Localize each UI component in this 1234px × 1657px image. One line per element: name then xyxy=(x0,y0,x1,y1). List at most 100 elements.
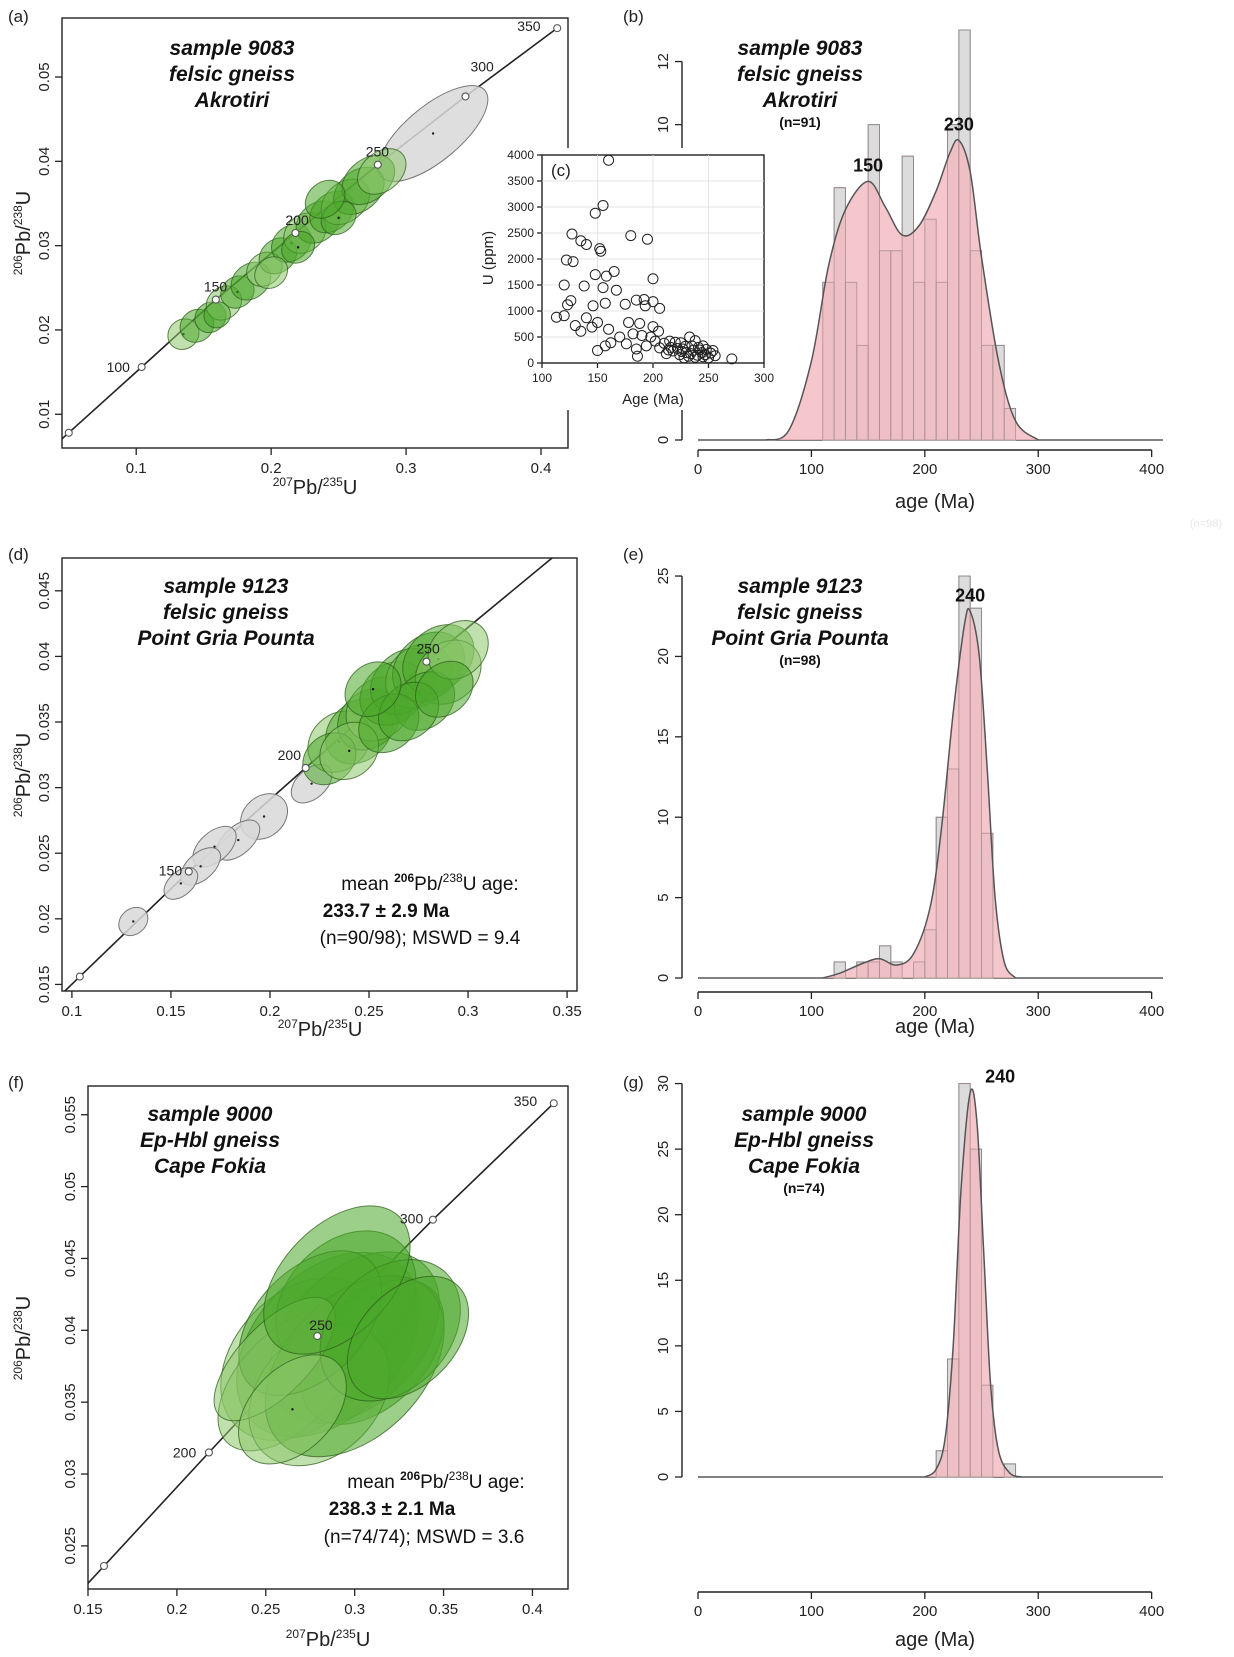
data-point xyxy=(630,343,642,355)
concordia-age-marker xyxy=(553,24,562,33)
concordia-age-label: 100 xyxy=(107,359,131,375)
y-tick-label: 3000 xyxy=(507,200,534,214)
x-tick-label: 0.3 xyxy=(344,1601,365,1618)
data-point xyxy=(550,311,562,323)
ellipse-center xyxy=(132,920,135,923)
error-ellipse xyxy=(203,301,231,329)
x-tick-label: 0.15 xyxy=(73,1601,102,1618)
locality-e: Point Gria Pounta xyxy=(711,627,889,650)
x-tick-label: 0.1 xyxy=(126,460,147,477)
locality-b: Akrotiri xyxy=(762,89,839,112)
data-point xyxy=(580,312,592,324)
concordia-age-label: 300 xyxy=(470,58,494,74)
y-tick-label: 0.04 xyxy=(62,1316,79,1345)
y-tick-label: 20 xyxy=(655,1206,672,1223)
data-point xyxy=(620,338,632,350)
y-tick-label: 0.03 xyxy=(36,231,53,260)
x-tick-label: 0.3 xyxy=(458,1003,479,1020)
error-ellipse xyxy=(415,660,474,718)
rock-type-e: felsic gneiss xyxy=(737,601,863,624)
y-tick-label: 10 xyxy=(655,1338,672,1355)
y-tick-label: 5 xyxy=(655,893,672,901)
y-axis-title-f: 206Pb/238U xyxy=(11,1296,35,1381)
panel-label-e: (e) xyxy=(623,545,644,564)
data-point xyxy=(567,256,579,268)
y-tick-label: 25 xyxy=(655,1141,672,1158)
error-ellipse xyxy=(346,1275,470,1400)
data-point xyxy=(599,340,611,352)
sample-name-f: sample 9000 xyxy=(148,1103,273,1126)
x-tick-label: 150 xyxy=(587,371,607,385)
locality-f: Cape Fokia xyxy=(154,1155,266,1178)
data-point xyxy=(558,279,570,291)
y-tick-label: 20 xyxy=(655,648,672,665)
concordia-age-marker xyxy=(99,1561,109,1571)
sample-count-b: (n=91) xyxy=(779,114,821,130)
data-point xyxy=(589,269,601,281)
data-point xyxy=(627,328,639,340)
x-tick-label: 0 xyxy=(694,1003,702,1020)
panel-a: (a) 100 150 200 250 300 350 0.1 0.2 0.3 0.4 0.01 0.… xyxy=(8,7,569,499)
data-point xyxy=(619,298,631,310)
x-tick-label: 300 xyxy=(1026,1603,1051,1620)
x-tick-label: 0.4 xyxy=(531,460,552,477)
sample-name-g: sample 9000 xyxy=(742,1103,867,1126)
data-point xyxy=(603,154,615,166)
x-tick-label: 0.1 xyxy=(61,1003,82,1020)
data-point xyxy=(707,345,719,357)
concordia-age-marker xyxy=(373,160,382,169)
x-tick-label: 0.2 xyxy=(166,1601,187,1618)
data-point xyxy=(597,199,609,211)
faint-count-b: (n=98) xyxy=(1190,518,1222,530)
y-tick-label: 0.025 xyxy=(36,834,53,872)
concordia-frame-d xyxy=(61,557,578,992)
histogram-bar-outline xyxy=(958,29,971,441)
ellipse-center xyxy=(179,882,183,885)
panel-d: (d) 150 200 250 0.1 0.15 0.2 0.25 0.3 0.35 0.015 0… xyxy=(8,545,582,1041)
x-tick-label: 0.35 xyxy=(429,1601,458,1618)
y-tick-label: 0.02 xyxy=(36,315,53,344)
concordia-age-label: 200 xyxy=(278,747,302,763)
data-point xyxy=(578,280,590,292)
kde-area xyxy=(924,1089,1022,1477)
peak-label: 240 xyxy=(985,1067,1015,1087)
x-tick-label: 200 xyxy=(912,1003,937,1020)
x-tick-label: 100 xyxy=(799,1003,824,1020)
histogram-bar-outline xyxy=(981,832,994,979)
y-tick-label: 0.035 xyxy=(36,703,53,741)
data-point xyxy=(726,353,738,365)
plot-area-d xyxy=(63,558,554,991)
concordia-age-marker xyxy=(313,1332,322,1341)
x-tick-label: 0.2 xyxy=(260,1003,281,1020)
data-point xyxy=(697,340,709,352)
x-axis-title-b: age (Ma) xyxy=(895,491,975,513)
x-tick-label: 0.25 xyxy=(354,1003,383,1020)
data-point xyxy=(614,331,626,343)
y-tick-label: 0.045 xyxy=(36,572,53,610)
x-tick-label: 0 xyxy=(694,461,702,478)
sample-count-g: (n=74) xyxy=(783,1180,825,1196)
x-tick-label: 400 xyxy=(1139,461,1164,478)
x-axis-title-c: Age (Ma) xyxy=(622,391,684,408)
data-point xyxy=(589,207,601,219)
data-point xyxy=(597,282,609,294)
y-tick-label: 0.045 xyxy=(62,1240,79,1278)
y-tick-label: 0.025 xyxy=(62,1527,79,1565)
x-axis-title-g: age (Ma) xyxy=(895,1629,975,1651)
plot-area-a xyxy=(62,24,562,440)
ellipse-center xyxy=(291,1408,294,1411)
kde-curve xyxy=(822,607,1017,979)
peak-label: 150 xyxy=(853,155,883,175)
mean-age-label-d: mean 206Pb/238U age: xyxy=(341,871,518,895)
ellipse-center xyxy=(296,246,300,249)
data-point xyxy=(605,337,617,349)
data-point xyxy=(683,350,695,362)
sample-name-b: sample 9083 xyxy=(738,37,863,60)
y-tick-label: 500 xyxy=(514,330,534,344)
data-point xyxy=(565,295,577,307)
panel-b: (b) 0246810120100200300400150230 sample … xyxy=(623,7,1222,530)
x-axis-title-a: 207Pb/235U xyxy=(273,475,358,499)
panel-label-f: (f) xyxy=(8,1073,24,1092)
y-axis-title-c: U (ppm) xyxy=(480,231,497,285)
